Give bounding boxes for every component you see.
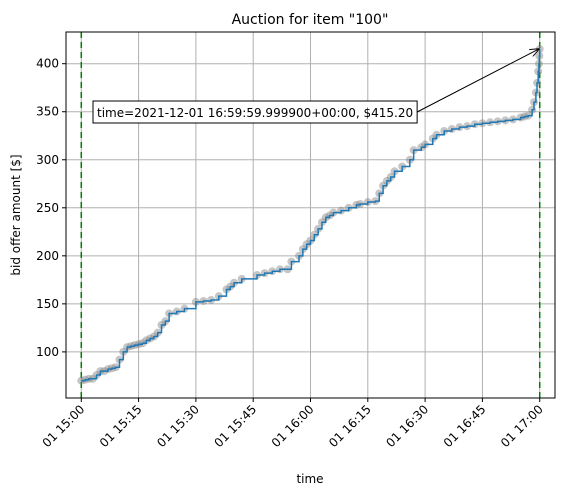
annotation-text: time=2021-12-01 16:59:59.999900+00:00, $…: [97, 106, 413, 120]
bid-line: [81, 49, 541, 382]
y-tick-label: 300: [36, 153, 59, 167]
chart-title: Auction for item "100": [232, 12, 389, 28]
x-axis-label: time: [296, 472, 323, 486]
annotation-arrow: [416, 49, 539, 113]
y-tick-label: 400: [36, 57, 59, 71]
y-axis-ticks: 100 150 200 250 300 350 400: [36, 57, 66, 359]
y-axis-label: bid offer amount [$]: [9, 154, 23, 275]
reference-lines: [80, 32, 541, 398]
y-tick-label: 100: [36, 345, 59, 359]
annotation: time=2021-12-01 16:59:59.999900+00:00, $…: [92, 49, 539, 124]
y-tick-label: 200: [36, 249, 59, 263]
bid-step-line: [81, 49, 541, 382]
y-tick-label: 350: [36, 105, 59, 119]
y-tick-label: 150: [36, 297, 59, 311]
y-tick-label: 250: [36, 201, 59, 215]
grid: [66, 32, 555, 398]
